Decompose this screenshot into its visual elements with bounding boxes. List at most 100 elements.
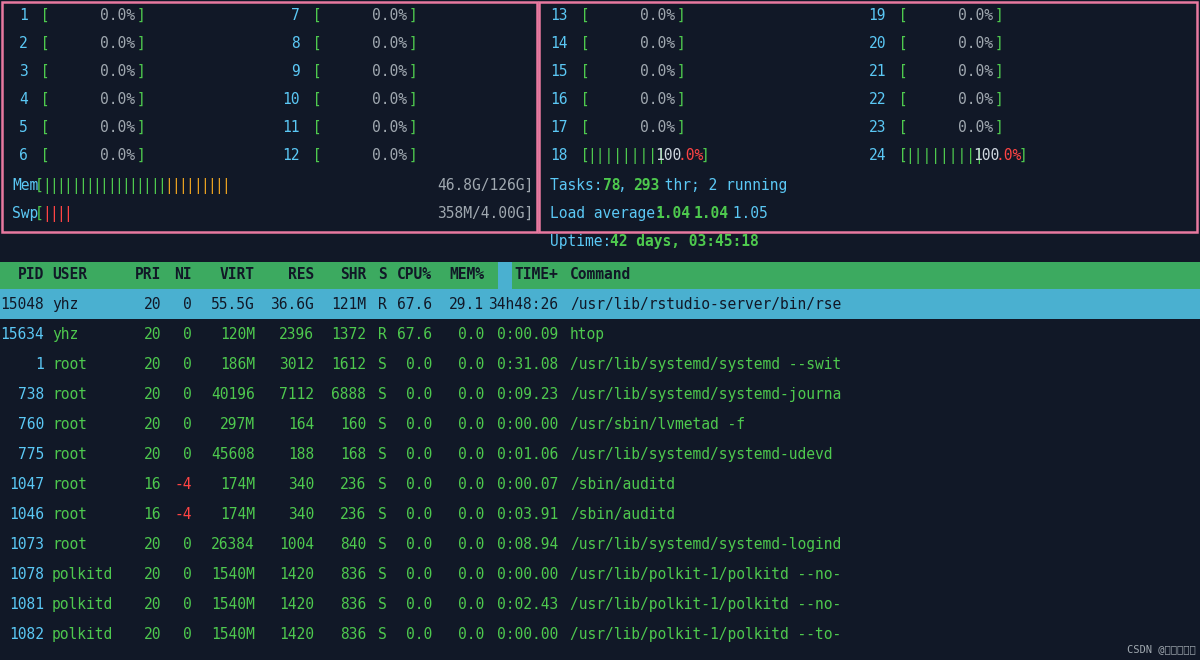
Text: 0.0%: 0.0% bbox=[101, 120, 136, 135]
Text: R: R bbox=[378, 297, 386, 312]
Text: |: | bbox=[71, 178, 79, 194]
Text: /usr/lib/systemd/systemd-journa: /usr/lib/systemd/systemd-journa bbox=[570, 387, 841, 402]
Text: /usr/lib/polkit-1/polkitd --no-: /usr/lib/polkit-1/polkitd --no- bbox=[570, 567, 841, 582]
Text: 78: 78 bbox=[602, 178, 620, 193]
Text: ]: ] bbox=[677, 64, 685, 79]
Text: 0.0: 0.0 bbox=[406, 447, 432, 462]
Text: 0.0: 0.0 bbox=[406, 507, 432, 522]
Text: [: [ bbox=[32, 92, 49, 107]
Text: 100: 100 bbox=[973, 148, 1000, 163]
Text: 1081: 1081 bbox=[10, 597, 44, 612]
Text: |: | bbox=[85, 178, 94, 194]
Text: [: [ bbox=[304, 8, 322, 23]
Text: 1047: 1047 bbox=[10, 477, 44, 492]
Text: 0.0: 0.0 bbox=[457, 567, 484, 582]
Bar bbox=[539, 2, 1198, 232]
Text: 20: 20 bbox=[144, 567, 161, 582]
Text: 8: 8 bbox=[292, 36, 300, 51]
Text: |: | bbox=[42, 178, 50, 194]
Text: |: | bbox=[200, 178, 209, 194]
Text: 29.1: 29.1 bbox=[449, 297, 484, 312]
Text: /usr/lib/systemd/systemd-udevd: /usr/lib/systemd/systemd-udevd bbox=[570, 447, 833, 462]
Text: 0.0%: 0.0% bbox=[641, 8, 676, 23]
Text: [: [ bbox=[890, 64, 907, 79]
Text: 15: 15 bbox=[551, 64, 568, 79]
Text: 20: 20 bbox=[144, 387, 161, 402]
Text: R: R bbox=[378, 327, 386, 342]
Text: root: root bbox=[52, 477, 88, 492]
Text: |: | bbox=[215, 178, 223, 194]
Text: 0: 0 bbox=[184, 597, 192, 612]
Text: USER: USER bbox=[52, 267, 88, 282]
Text: 0.0%: 0.0% bbox=[641, 120, 676, 135]
Text: 293: 293 bbox=[634, 178, 659, 193]
Text: ]: ] bbox=[408, 36, 418, 51]
Text: 45608: 45608 bbox=[211, 447, 256, 462]
Text: 0: 0 bbox=[184, 357, 192, 372]
Text: 840: 840 bbox=[340, 537, 366, 552]
Text: 160: 160 bbox=[340, 417, 366, 432]
Text: 0.0%: 0.0% bbox=[101, 64, 136, 79]
Text: 164: 164 bbox=[288, 417, 314, 432]
Text: [: [ bbox=[572, 64, 589, 79]
Text: ]: ] bbox=[408, 120, 418, 135]
Text: ,: , bbox=[618, 178, 636, 193]
Text: 1046: 1046 bbox=[10, 507, 44, 522]
Text: ]: ] bbox=[1019, 148, 1027, 163]
Text: 168: 168 bbox=[340, 447, 366, 462]
Text: [: [ bbox=[890, 8, 907, 23]
Text: polkitd: polkitd bbox=[52, 567, 113, 582]
Text: 0: 0 bbox=[184, 567, 192, 582]
Text: polkitd: polkitd bbox=[52, 627, 113, 642]
Text: 0:00.00: 0:00.00 bbox=[497, 567, 558, 582]
Text: |: | bbox=[193, 178, 202, 194]
Text: 40196: 40196 bbox=[211, 387, 256, 402]
Text: 1420: 1420 bbox=[278, 597, 314, 612]
Text: 26384: 26384 bbox=[211, 537, 256, 552]
Text: ]: ] bbox=[137, 92, 145, 107]
Text: [: [ bbox=[572, 92, 589, 107]
Text: 1: 1 bbox=[19, 8, 28, 23]
Text: polkitd: polkitd bbox=[52, 597, 113, 612]
Text: [: [ bbox=[32, 64, 49, 79]
Text: 13: 13 bbox=[551, 8, 568, 23]
Text: yhz: yhz bbox=[52, 327, 78, 342]
Text: [: [ bbox=[32, 120, 49, 135]
Text: 18: 18 bbox=[551, 148, 568, 163]
Text: root: root bbox=[52, 537, 88, 552]
Text: 340: 340 bbox=[288, 507, 314, 522]
Text: |: | bbox=[164, 178, 173, 194]
Text: 0.0%: 0.0% bbox=[101, 36, 136, 51]
Text: ]: ] bbox=[137, 36, 145, 51]
Text: 297M: 297M bbox=[220, 417, 256, 432]
Text: 20: 20 bbox=[144, 357, 161, 372]
Text: |: | bbox=[78, 178, 86, 194]
Text: 0.0: 0.0 bbox=[457, 447, 484, 462]
Text: 836: 836 bbox=[340, 567, 366, 582]
Text: 7: 7 bbox=[292, 8, 300, 23]
Text: 0.0%: 0.0% bbox=[101, 92, 136, 107]
Text: htop: htop bbox=[570, 327, 605, 342]
Text: |: | bbox=[64, 178, 72, 194]
Text: /usr/sbin/lvmetad -f: /usr/sbin/lvmetad -f bbox=[570, 417, 745, 432]
Text: 0.0: 0.0 bbox=[406, 537, 432, 552]
Text: 1.05: 1.05 bbox=[724, 206, 768, 221]
Text: 20: 20 bbox=[144, 597, 161, 612]
Text: root: root bbox=[52, 507, 88, 522]
Text: 0.0%: 0.0% bbox=[959, 8, 994, 23]
Text: |: | bbox=[143, 178, 151, 194]
Text: 236: 236 bbox=[340, 507, 366, 522]
Text: |: | bbox=[208, 178, 216, 194]
Text: 20: 20 bbox=[144, 627, 161, 642]
Text: [: [ bbox=[35, 178, 43, 193]
Text: 23: 23 bbox=[869, 120, 886, 135]
Text: ]: ] bbox=[137, 64, 145, 79]
Text: |: | bbox=[186, 178, 194, 194]
Text: |: | bbox=[179, 178, 187, 194]
Text: 0: 0 bbox=[184, 327, 192, 342]
Text: |: | bbox=[64, 206, 72, 222]
Text: 1: 1 bbox=[35, 357, 44, 372]
Text: 0.0%: 0.0% bbox=[959, 120, 994, 135]
Text: 34h48:26: 34h48:26 bbox=[488, 297, 558, 312]
Text: 24: 24 bbox=[869, 148, 886, 163]
